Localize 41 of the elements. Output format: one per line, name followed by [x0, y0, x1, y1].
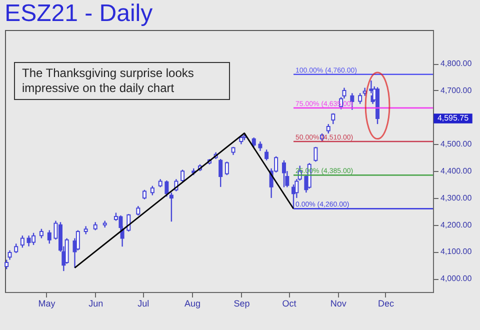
candlestick: [264, 148, 269, 161]
candlestick: [218, 158, 223, 188]
y-tick-label: 4,300.00: [440, 193, 472, 202]
candlestick: [47, 230, 52, 244]
candlestick: [4, 259, 9, 270]
candlestick: [282, 160, 286, 188]
chart-title: ESZ21 - Daily: [4, 0, 153, 27]
candlestick: [8, 250, 12, 260]
text: 4,595.75: [437, 113, 470, 122]
x-tick-label: Oct: [282, 298, 297, 308]
y-tick-label: 4,800.00: [440, 59, 472, 68]
candlestick: [252, 136, 256, 148]
y-tick-label: 4,500.00: [440, 140, 472, 149]
candlestick: [164, 180, 169, 198]
y-tick-label: 4,700.00: [440, 86, 472, 95]
candlestick: [142, 189, 146, 200]
y-tick-label: 4,100.00: [440, 247, 472, 256]
x-tick-label: Jun: [88, 298, 104, 308]
note-box: The Thanksgiving surprise looks impressive on the daily chart: [14, 62, 230, 100]
candlestick: [14, 243, 18, 254]
candlestick: [342, 87, 346, 100]
candlestick: [326, 123, 330, 134]
y-tick-label: 4,000.00: [440, 274, 472, 284]
y-tick-label: 4,400.00: [440, 166, 472, 176]
candlestick: [358, 92, 362, 104]
x-tick-label: May: [38, 298, 56, 308]
candlestick: [136, 205, 140, 216]
candlestick: [39, 228, 44, 239]
candlestick: [169, 192, 174, 222]
candlestick: [224, 161, 229, 176]
candlestick: [258, 140, 262, 152]
x-tick-label: Dec: [378, 298, 394, 308]
candlestick: [20, 234, 24, 248]
y-tick-label: 4,200.00: [440, 220, 472, 230]
x-tick-label: Sep: [234, 298, 250, 308]
candlestick: [150, 185, 154, 196]
x-tick-label: Aug: [184, 298, 201, 308]
x-tick-label: Nov: [330, 298, 347, 308]
candlestick: [314, 146, 318, 162]
x-tick-label: Jul: [138, 298, 150, 308]
candlestick: [180, 169, 185, 182]
